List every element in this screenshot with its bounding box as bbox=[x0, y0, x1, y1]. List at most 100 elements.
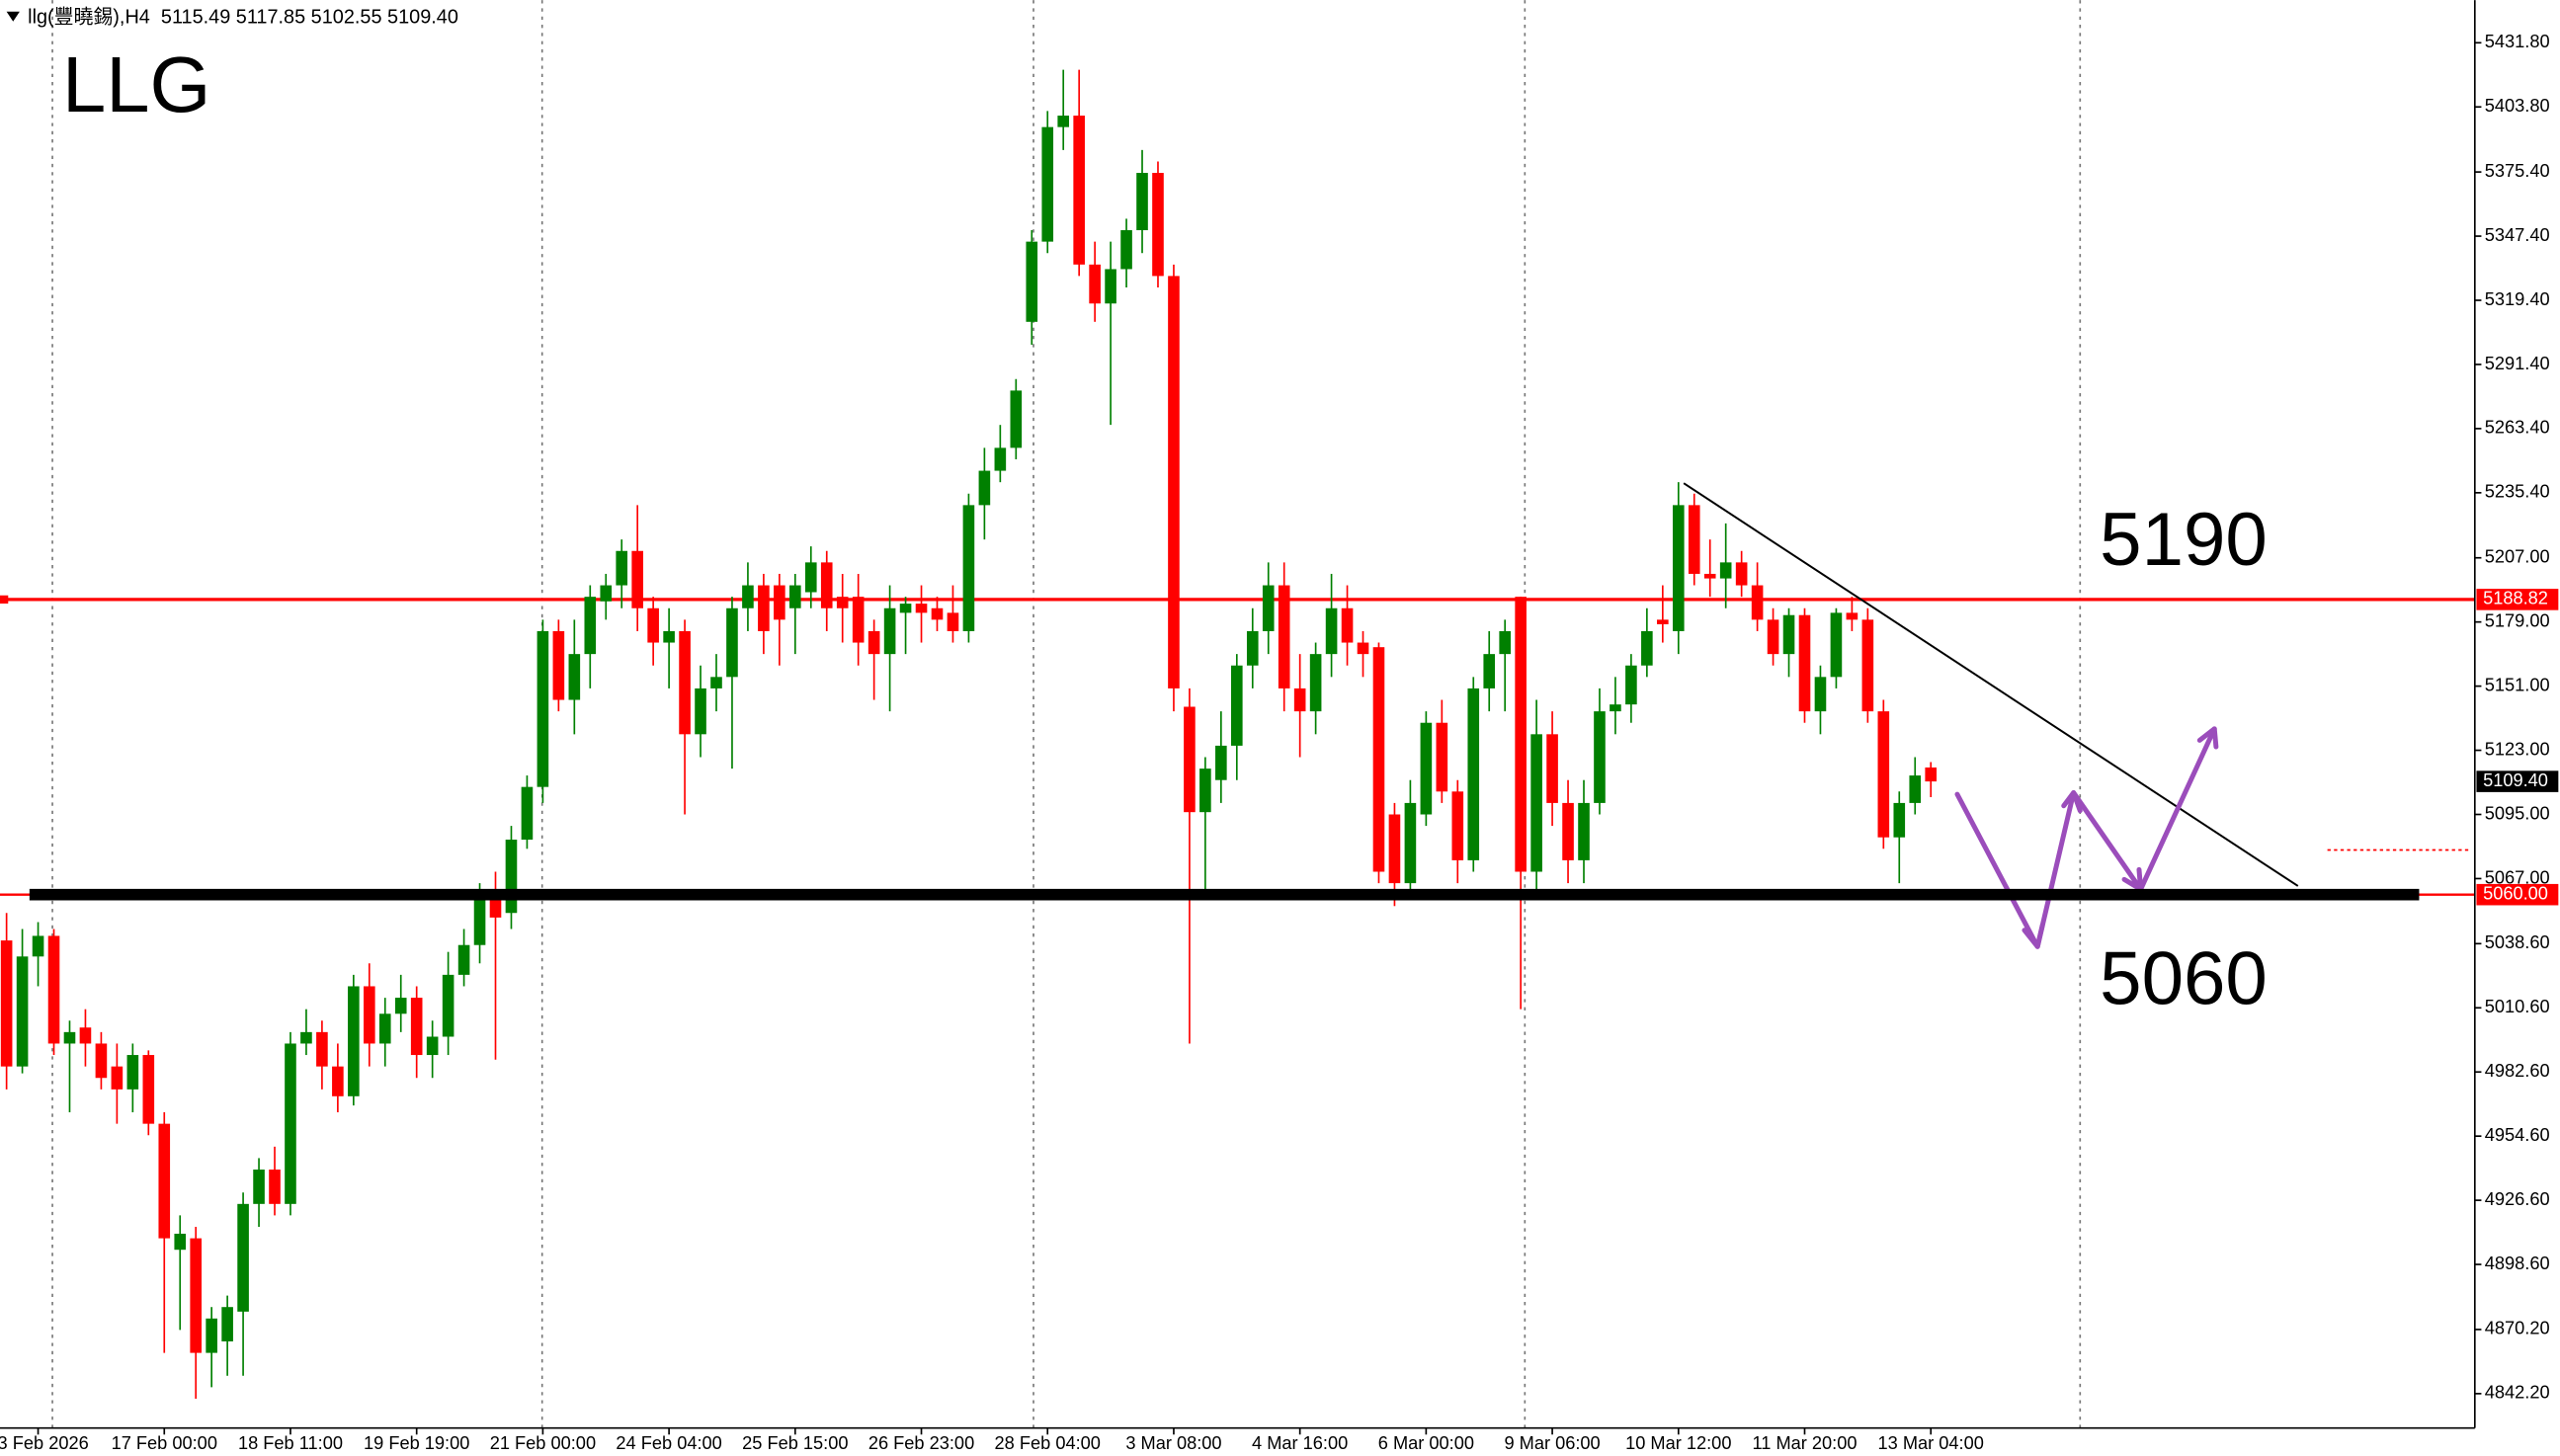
candle-body bbox=[1325, 607, 1338, 655]
candle-body bbox=[568, 654, 581, 700]
arrow-head bbox=[2022, 923, 2045, 949]
candle-body bbox=[1546, 734, 1558, 803]
x-tick-label: 6 Mar 00:00 bbox=[1378, 1432, 1474, 1453]
candle-body bbox=[679, 630, 691, 735]
candle-body bbox=[852, 597, 865, 643]
candle-body bbox=[1798, 614, 1811, 712]
candle-body bbox=[126, 1055, 139, 1090]
candle-body bbox=[1372, 647, 1385, 872]
x-tick-label: 3 Mar 08:00 bbox=[1125, 1432, 1221, 1453]
candle-body bbox=[221, 1307, 233, 1341]
arrow-head bbox=[2196, 726, 2219, 750]
candle-body bbox=[1594, 711, 1606, 803]
candle-body bbox=[1578, 802, 1590, 860]
x-tick-label: 25 Feb 15:00 bbox=[742, 1432, 848, 1453]
candle-body bbox=[1641, 630, 1653, 666]
candle-body bbox=[1625, 665, 1637, 705]
candle-body bbox=[1168, 276, 1180, 688]
y-tick-label: 4870.20 bbox=[2485, 1318, 2550, 1338]
y-tick-label: 5067.00 bbox=[2485, 866, 2550, 887]
x-tick-label: 19 Feb 19:00 bbox=[364, 1432, 469, 1453]
candle-body bbox=[1610, 704, 1621, 712]
candle-body bbox=[1909, 775, 1922, 803]
candle-body bbox=[1041, 126, 1054, 242]
candle-body bbox=[1483, 654, 1496, 688]
trend-line bbox=[1683, 482, 2299, 887]
x-tick-label: 28 Feb 04:00 bbox=[995, 1432, 1101, 1453]
candle-body bbox=[867, 630, 880, 655]
candle-body bbox=[1246, 630, 1259, 666]
candle-body bbox=[931, 607, 944, 620]
x-tick-label: 21 Feb 00:00 bbox=[490, 1432, 596, 1453]
period-separators bbox=[51, 0, 2082, 1428]
candle-body bbox=[1672, 505, 1685, 631]
candle-body bbox=[316, 1031, 328, 1067]
candle-body bbox=[915, 604, 928, 613]
candle-body bbox=[1152, 173, 1164, 277]
candle-body bbox=[442, 974, 454, 1037]
candle-body bbox=[142, 1055, 155, 1124]
x-tick-label: 13 Feb 2026 bbox=[0, 1432, 89, 1453]
candle-body bbox=[1846, 612, 1858, 620]
candle-body bbox=[505, 840, 518, 914]
candle-body bbox=[1436, 722, 1448, 792]
candle-body bbox=[631, 550, 643, 608]
menu-marker bbox=[6, 11, 20, 22]
candle-body bbox=[1451, 791, 1464, 860]
candle-body bbox=[300, 1031, 312, 1044]
price-label: 5109.40 bbox=[2483, 769, 2548, 790]
candle-body bbox=[1278, 585, 1290, 688]
candle-body bbox=[820, 562, 833, 608]
candle-body bbox=[994, 447, 1007, 471]
y-tick-label: 5347.40 bbox=[2485, 224, 2550, 245]
x-tick-label: 24 Feb 04:00 bbox=[616, 1432, 721, 1453]
candle-body bbox=[1341, 607, 1354, 643]
candle-body bbox=[1925, 767, 1938, 782]
candle-body bbox=[883, 607, 896, 655]
candle-body bbox=[947, 612, 959, 631]
y-tick-label: 5263.40 bbox=[2485, 417, 2550, 438]
candle-body bbox=[111, 1066, 124, 1090]
candle-body bbox=[789, 585, 801, 608]
candle-body bbox=[1782, 614, 1795, 655]
candle-body bbox=[1073, 116, 1085, 265]
arrow-head bbox=[2061, 789, 2083, 814]
candle-body bbox=[962, 505, 975, 631]
x-tick-label: 26 Feb 23:00 bbox=[868, 1432, 974, 1453]
candle-body bbox=[647, 607, 659, 643]
candle-body bbox=[363, 986, 375, 1044]
candle-body bbox=[378, 1013, 391, 1044]
candle-body bbox=[710, 677, 722, 688]
symbol-header: llg(豐曉錫),H4 5115.49 5117.85 5102.55 5109… bbox=[28, 7, 458, 29]
x-tick-label: 9 Mar 06:00 bbox=[1504, 1432, 1600, 1453]
candle-body bbox=[253, 1170, 265, 1204]
annotation: 5190 bbox=[2100, 498, 2268, 582]
candle-body bbox=[584, 597, 597, 655]
candle-body bbox=[1026, 241, 1038, 322]
candle-body bbox=[237, 1203, 249, 1312]
x-tick-label: 10 Mar 12:00 bbox=[1625, 1432, 1731, 1453]
candle-body bbox=[1719, 562, 1732, 579]
candle-body bbox=[1767, 619, 1779, 655]
y-tick-label: 5095.00 bbox=[2485, 802, 2550, 823]
x-tick-label: 17 Feb 00:00 bbox=[112, 1432, 217, 1453]
candle-body bbox=[32, 935, 44, 957]
x-tick-label: 11 Mar 20:00 bbox=[1752, 1432, 1857, 1453]
candle-body bbox=[1530, 734, 1542, 872]
level-handle bbox=[0, 595, 9, 605]
candle-body bbox=[1893, 802, 1906, 838]
y-tick-label: 4954.60 bbox=[2485, 1124, 2550, 1145]
y-tick-label: 5010.60 bbox=[2485, 996, 2550, 1016]
y-tick-label: 5403.80 bbox=[2485, 95, 2550, 116]
x-tick-label: 4 Mar 16:00 bbox=[1252, 1432, 1348, 1453]
candle-body bbox=[1735, 562, 1748, 586]
y-tick-label: 4982.60 bbox=[2485, 1060, 2550, 1081]
candle-body bbox=[1120, 230, 1132, 270]
candle-body bbox=[836, 597, 849, 608]
candle-body bbox=[1388, 814, 1401, 884]
candle-body bbox=[1293, 688, 1306, 712]
candle-body bbox=[1751, 585, 1764, 620]
candle-body bbox=[726, 607, 738, 678]
candle-body bbox=[285, 1043, 296, 1204]
